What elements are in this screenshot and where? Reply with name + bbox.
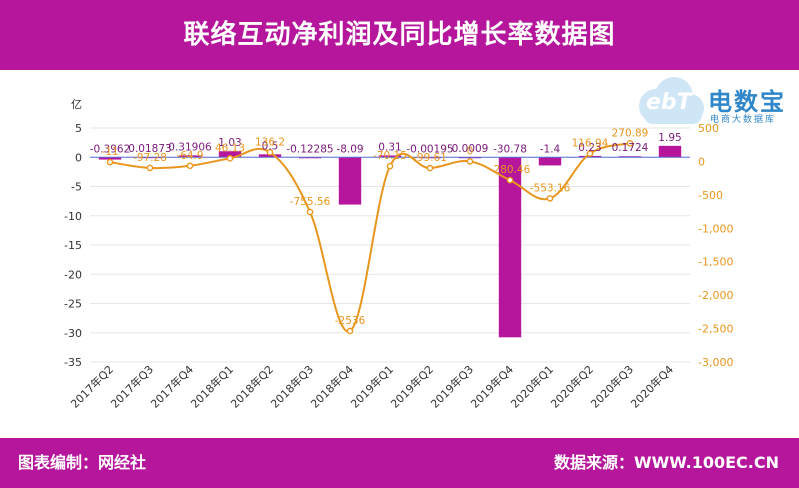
bar <box>618 156 642 158</box>
line-point <box>466 158 474 165</box>
left-tick-label: -35 <box>64 356 82 369</box>
bar-data-label: 1.03 <box>218 137 241 149</box>
line-data-label: 0 <box>467 145 474 157</box>
bar-data-label: 0.0009 <box>452 143 489 155</box>
line-point <box>386 162 394 170</box>
bar-data-label: 0.5 <box>262 140 279 152</box>
line-point <box>346 327 354 335</box>
line-data-label: -70.15 <box>373 150 407 162</box>
bar-data-label: -30.78 <box>493 143 527 155</box>
left-tick-label: -20 <box>64 268 82 281</box>
line-point <box>146 164 154 172</box>
right-tick-label: -1,500 <box>698 256 733 269</box>
line-data-label: 270.89 <box>612 127 649 139</box>
line-data-label: 136.2 <box>255 136 285 148</box>
right-tick-label: -2,500 <box>698 323 733 336</box>
line-data-label: -553.16 <box>530 182 571 194</box>
growth-line <box>109 142 631 333</box>
logo: ebT 电数宝 电商大数据库 <box>630 72 799 134</box>
right-tick-label: -500 <box>698 189 723 202</box>
left-tick-label: -25 <box>64 298 82 311</box>
line-point <box>306 208 314 216</box>
bar <box>338 157 362 205</box>
logo-sub-text: 电商大数据库 <box>710 115 777 125</box>
line-point <box>186 162 194 170</box>
line-data-label: -755.56 <box>290 196 331 208</box>
line-point <box>106 158 114 166</box>
bar <box>218 151 242 158</box>
line-data-label: -280.46 <box>490 164 531 176</box>
right-tick-label: 500 <box>698 122 719 135</box>
bar-data-label: -1.4 <box>540 143 561 155</box>
left-tick-label: 0 <box>75 151 82 164</box>
footer-source: 数据来源：WWW.100EC.CN <box>553 453 779 472</box>
line-data-label: 116.94 <box>572 138 609 150</box>
bar <box>378 155 402 158</box>
page-title: 联络互动净利润及同比增长率数据图 <box>183 20 616 50</box>
line-data-label: -97.28 <box>133 152 167 164</box>
bar-data-label: 0.01873 <box>128 143 171 155</box>
line-data-label: 46.13 <box>215 142 245 154</box>
right-tick-label: -3,000 <box>698 356 733 369</box>
cloud-logo-icon <box>639 77 704 124</box>
line-point <box>426 164 434 172</box>
bar <box>498 157 522 338</box>
right-tick-label: 0 <box>698 155 705 168</box>
bar <box>178 155 202 158</box>
line-point <box>506 176 514 184</box>
line-point <box>626 140 634 147</box>
footer-bar: 图表编制：网经社 数据来源：WWW.100EC.CN <box>0 438 799 488</box>
bar-data-label: -0.12285 <box>286 143 333 155</box>
line-data-label: -99.61 <box>413 152 447 164</box>
bar-data-label: -8.09 <box>336 143 363 155</box>
bar <box>658 145 682 158</box>
logo-main-text: 电数宝 <box>708 88 786 116</box>
bar-data-label: -0.00195 <box>406 143 453 155</box>
left-tick-label: 5 <box>75 122 82 135</box>
left-tick-label: -30 <box>64 327 82 340</box>
line-data-label: -11 <box>101 146 118 158</box>
line-data-label: -2536 <box>335 315 366 327</box>
logo-mark: ebT <box>646 90 692 115</box>
line-data-label: -64.9 <box>176 150 203 162</box>
footer-credit: 图表编制：网经社 <box>18 453 147 472</box>
line-point <box>586 150 594 157</box>
left-tick-label: -15 <box>64 239 82 252</box>
bar <box>538 157 562 166</box>
left-tick-label: -5 <box>71 181 82 194</box>
line-point <box>266 149 274 156</box>
left-axis-unit: 亿 <box>71 98 82 111</box>
bar-data-label: -0.3962 <box>90 143 131 155</box>
right-tick-label: -2,000 <box>698 289 733 302</box>
line-point <box>226 155 234 162</box>
header-bar: 联络互动净利润及同比增长率数据图 <box>0 0 799 70</box>
bar-data-label: 1.95 <box>658 132 681 144</box>
right-tick-label: -1,000 <box>698 222 733 235</box>
bar <box>258 154 282 158</box>
bar-data-label: 0.23 <box>578 142 601 154</box>
line-point <box>546 195 554 202</box>
bar-data-label: 0.1724 <box>612 142 649 154</box>
bar-data-label: 0.31906 <box>168 141 212 153</box>
bar <box>98 157 122 160</box>
bar-data-label: 0.31 <box>378 141 401 153</box>
chart: 5 0 -5 -10 -15 -20 -25 -30 -35 亿 500 0 -500 -1,000 -1,… <box>64 96 733 411</box>
left-tick-label: -10 <box>64 210 82 223</box>
category-label: 2020年Q4 <box>628 362 677 411</box>
